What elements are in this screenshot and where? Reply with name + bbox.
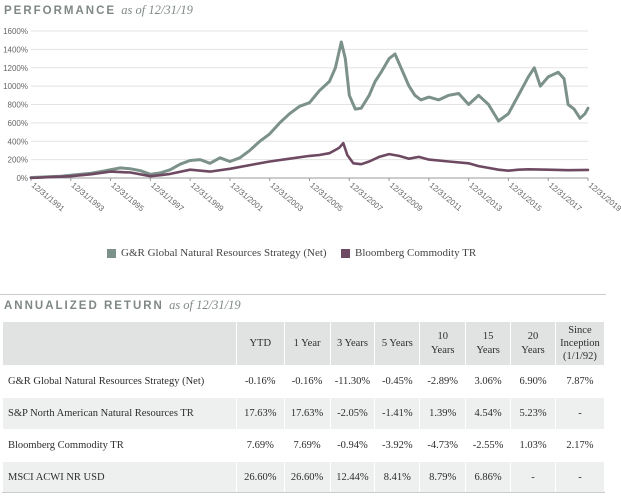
header-15-years-text: 15 Years — [476, 331, 500, 356]
x-tick-label: 12/31/2015 — [507, 181, 544, 214]
cell: - — [554, 461, 606, 494]
y-tick-label: 200% — [8, 156, 28, 165]
cell: 2.17% — [554, 429, 606, 462]
cell: 8.41% — [374, 461, 421, 494]
cell: -0.94% — [329, 429, 376, 462]
header-since-inception: Since Inception (1/1/92) — [554, 321, 606, 366]
y-tick-label: 1600% — [3, 27, 28, 36]
cell: - — [554, 397, 606, 430]
legend-label-strategy: G&R Global Natural Resources Strategy (N… — [121, 247, 327, 259]
returns-title: ANNUALIZED RETURN as of 12/31/19 — [4, 298, 241, 313]
y-tick-label: 600% — [8, 119, 28, 128]
x-tick-label: 12/31/2019 — [587, 181, 621, 214]
cell: 26.60% — [235, 461, 285, 494]
returns-as-of: as of 12/31/19 — [169, 298, 241, 312]
legend-swatch-commodity — [341, 248, 350, 258]
header-3-years: 3 Years — [329, 321, 376, 366]
y-tick-label: 400% — [8, 137, 28, 146]
cell: 12.44% — [329, 461, 376, 494]
x-tick-label: 12/31/1997 — [149, 181, 186, 214]
cell: 26.60% — [283, 461, 331, 494]
header-3-years-text: 3 Years — [336, 337, 368, 349]
cell: -0.16% — [283, 365, 331, 398]
header-5-years: 5 Years — [374, 321, 421, 366]
header-name — [2, 321, 237, 366]
cell: -0.45% — [374, 365, 421, 398]
returns-header-row: YTD 1 Year 3 Years 5 Years 10 Years 15 Y… — [2, 321, 606, 366]
performance-chart: 0% 200% 400% 600% 800% 1000% 1200% 1400% 1600% 12… — [3, 27, 621, 214]
table-row: G&R Global Natural Resources Strategy (N… — [2, 365, 606, 398]
cell: 17.63% — [235, 397, 285, 430]
table-row: MSCI ACWI NR USD 26.60% 26.60% 12.44% 8.… — [2, 461, 606, 494]
header-ytd: YTD — [235, 321, 285, 366]
x-tick-label: 12/31/1999 — [189, 181, 226, 214]
row-name: Bloomberg Commodity TR — [2, 429, 237, 462]
x-tick-label: 12/31/2001 — [229, 181, 266, 214]
cell: -0.16% — [235, 365, 285, 398]
performance-heading: PERFORMANCE — [4, 5, 117, 17]
cell: -4.73% — [419, 429, 467, 462]
x-tick-label: 12/31/2007 — [348, 181, 385, 214]
legend-label-commodity: Bloomberg Commodity TR — [355, 247, 477, 259]
legend-entry-commodity: Bloomberg Commodity TR — [341, 247, 476, 259]
legend-swatch-strategy — [107, 248, 116, 258]
header-20-years-text: 20 Years — [521, 331, 545, 356]
cell: 7.69% — [235, 429, 285, 462]
cell: 5.23% — [510, 397, 556, 430]
y-tick-label: 0% — [16, 174, 28, 183]
header-10-years-text: 10 Years — [431, 331, 455, 356]
table-row: S&P North American Natural Resources TR … — [2, 397, 606, 430]
series-line-commodity — [29, 141, 590, 180]
row-name: MSCI ACWI NR USD — [2, 461, 237, 494]
cell: -11.30% — [329, 365, 376, 398]
x-tick-label: 12/31/2003 — [268, 181, 305, 214]
x-tick-label: 12/31/1995 — [109, 181, 146, 214]
cell: -2.55% — [465, 429, 512, 462]
header-1-year-text: 1 Year — [293, 337, 321, 349]
cell: 3.06% — [465, 365, 512, 398]
cell: 1.03% — [510, 429, 556, 462]
row-name: S&P North American Natural Resources TR — [2, 397, 237, 430]
cell: -3.92% — [374, 429, 421, 462]
x-tick-label: 12/31/2009 — [388, 181, 425, 214]
row-name: G&R Global Natural Resources Strategy (N… — [2, 365, 237, 398]
cell: 6.90% — [510, 365, 556, 398]
cell: 17.63% — [283, 397, 331, 430]
cell: 8.79% — [419, 461, 467, 494]
header-1-year: 1 Year — [283, 321, 331, 366]
table-row: Bloomberg Commodity TR 7.69% 7.69% -0.94… — [2, 429, 606, 462]
x-tick-label: 12/31/1993 — [70, 181, 107, 214]
cell: 7.87% — [554, 365, 606, 398]
returns-heading: ANNUALIZED RETURN — [4, 300, 164, 312]
cell: 6.86% — [465, 461, 512, 494]
y-tick-label: 1000% — [3, 82, 28, 91]
x-tick-label: 12/31/2017 — [547, 181, 584, 214]
y-tick-label: 800% — [8, 101, 28, 110]
performance-as-of: as of 12/31/19 — [121, 3, 193, 17]
performance-title: PERFORMANCE as of 12/31/19 — [4, 3, 193, 18]
series-line-strategy — [29, 40, 590, 179]
divider — [0, 294, 606, 295]
header-15-years: 15 Years — [465, 321, 512, 366]
cell: 7.69% — [283, 429, 331, 462]
cell: -1.41% — [374, 397, 421, 430]
table-bottom-rule — [2, 492, 605, 493]
header-5-years-text: 5 Years — [381, 337, 413, 349]
cell: -2.05% — [329, 397, 376, 430]
x-tick-label: 12/31/2013 — [467, 181, 504, 214]
cell: -2.89% — [419, 365, 467, 398]
header-10-years: 10 Years — [419, 321, 467, 366]
cell: 1.39% — [419, 397, 467, 430]
x-tick-label: 12/31/2011 — [428, 181, 464, 214]
x-tick-label: 12/31/2005 — [308, 181, 345, 214]
header-20-years: 20 Years — [510, 321, 556, 366]
legend-entry-strategy: G&R Global Natural Resources Strategy (N… — [107, 247, 327, 259]
cell: 4.54% — [465, 397, 512, 430]
cell: - — [510, 461, 556, 494]
x-tick-label: 12/31/1991 — [30, 181, 67, 214]
header-since-inception-text: Since Inception (1/1/92) — [560, 324, 600, 363]
y-tick-label: 1200% — [3, 64, 28, 73]
returns-table: YTD 1 Year 3 Years 5 Years 10 Years 15 Y… — [2, 321, 606, 494]
y-tick-label: 1400% — [3, 45, 28, 54]
